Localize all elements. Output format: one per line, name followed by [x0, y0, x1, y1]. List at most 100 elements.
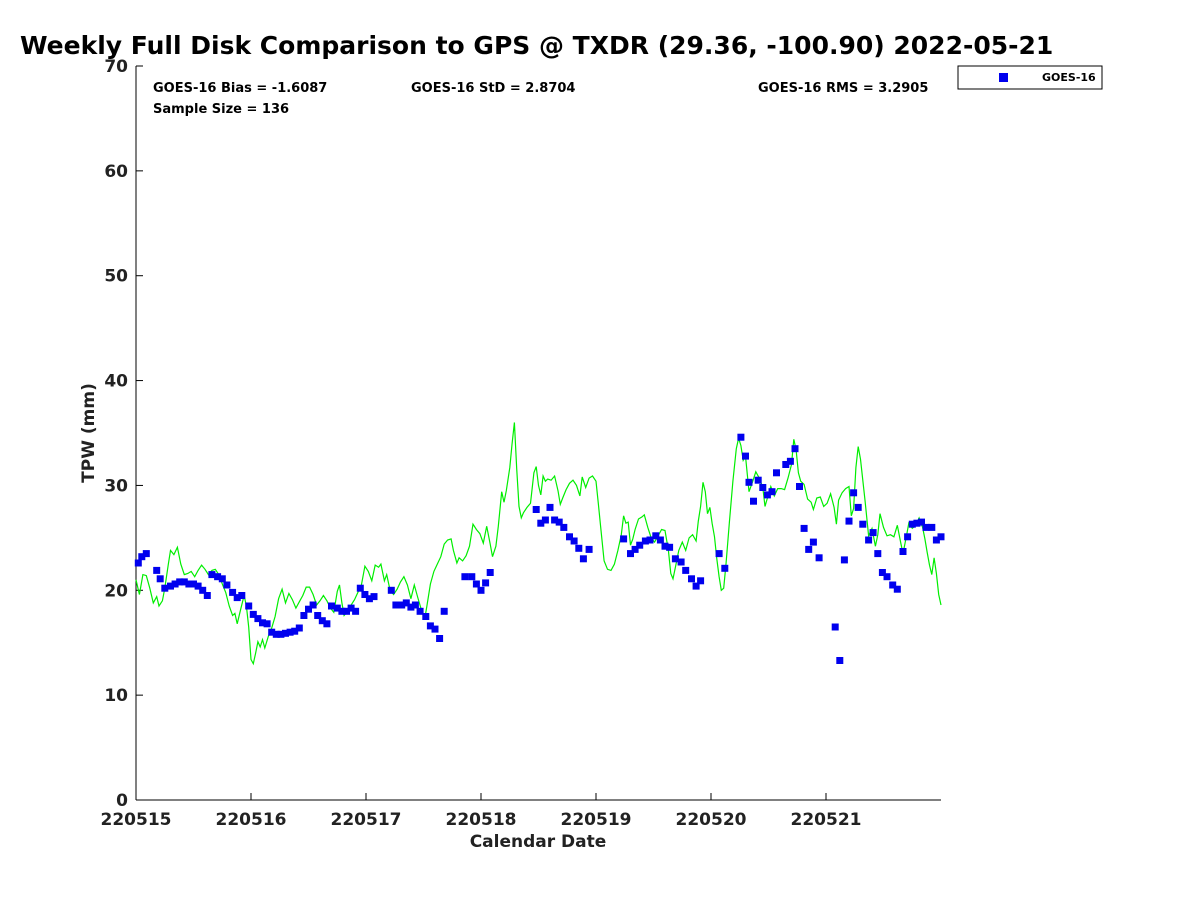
goes16-data-point	[579, 555, 587, 563]
goes16-data-point	[627, 550, 634, 558]
goes16-data-point	[688, 575, 695, 583]
goes16-data-point	[636, 541, 644, 549]
goes16-data-point	[908, 520, 916, 528]
goes16-data-point	[715, 550, 723, 558]
x-axis-label: Calendar Date	[470, 832, 607, 852]
goes16-data-point	[656, 536, 664, 544]
goes16-data-point	[161, 584, 169, 592]
rms-annotation: GOES-16 RMS = 3.2905	[758, 81, 928, 96]
goes16-data-point	[214, 573, 222, 581]
goes16-data-point	[229, 588, 237, 596]
goes16-data-point	[365, 595, 373, 603]
goes16-data-point	[641, 537, 649, 545]
chart-title: Weekly Full Disk Comparison to GPS @ TXD…	[20, 31, 1053, 60]
goes16-data-point	[786, 457, 794, 465]
goes16-data-point	[328, 602, 335, 610]
goes16-data-point	[134, 559, 142, 567]
goes16-data-point	[791, 445, 799, 453]
legend: GOES-16	[957, 65, 1103, 90]
goes16-data-point	[223, 581, 231, 589]
goes16-data-point	[426, 622, 434, 630]
goes16-data-point	[411, 601, 419, 609]
goes16-data-point	[836, 657, 844, 664]
goes16-data-point	[566, 533, 573, 541]
goes16-data-point	[431, 625, 439, 633]
sample-size-annotation: Sample Size = 136	[153, 102, 289, 117]
goes16-data-point	[893, 585, 901, 593]
goes16-data-point	[840, 556, 848, 564]
legend-label: GOES-16	[1042, 71, 1096, 84]
y-tick-label: 10	[104, 686, 128, 706]
goes16-data-point	[254, 615, 262, 623]
goes16-data-point	[721, 564, 729, 572]
goes16-data-point	[560, 523, 568, 531]
goes16-data-point	[185, 580, 193, 588]
goes16-data-point	[436, 635, 444, 642]
goes16-data-point	[854, 503, 862, 511]
goes16-data-point	[300, 612, 308, 619]
goes16-data-point	[692, 582, 700, 590]
goes16-data-point	[295, 624, 303, 632]
goes16-data-point	[620, 535, 628, 543]
goes16-data-point	[742, 452, 749, 460]
std-annotation: GOES-16 StD = 2.8704	[411, 81, 575, 96]
goes16-data-point	[865, 536, 873, 544]
goes16-data-point	[422, 613, 430, 620]
goes16-data-point	[815, 554, 823, 562]
goes16-data-point	[392, 601, 400, 609]
goes16-data-point	[850, 489, 858, 497]
x-tick-label: 220521	[791, 810, 862, 830]
goes16-data-point	[646, 536, 654, 544]
goes16-data-point	[532, 506, 540, 513]
goes16-data-point	[551, 516, 559, 524]
goes16-data-point	[482, 579, 490, 587]
x-tick-label: 220518	[446, 810, 517, 830]
y-tick-label: 70	[104, 57, 128, 77]
goes16-data-point	[309, 601, 317, 609]
goes16-data-point	[171, 580, 179, 588]
goes16-data-point	[218, 575, 226, 583]
goes16-data-point	[759, 484, 767, 491]
goes16-data-point	[347, 604, 355, 612]
goes16-data-point	[208, 571, 216, 579]
goes16-data-point	[407, 603, 415, 611]
goes16-data-point	[754, 476, 762, 484]
goes16-data-point	[268, 628, 276, 636]
goes16-data-point	[461, 573, 469, 581]
goes16-data-point	[153, 566, 161, 574]
goes16-data-point	[773, 469, 780, 477]
goes16-data-point	[199, 586, 207, 594]
goes16-data-point	[845, 517, 853, 525]
goes16-data-point	[203, 592, 211, 599]
goes16-data-point	[477, 586, 485, 594]
goes16-data-point	[889, 581, 897, 589]
y-axis-label: TPW (mm)	[79, 383, 99, 483]
goes16-data-point	[800, 524, 808, 532]
goes16-data-point	[763, 491, 771, 499]
y-tick-label: 40	[104, 372, 128, 392]
goes16-data-point	[555, 518, 563, 526]
goes16-data-point	[697, 577, 705, 585]
goes16-data-point	[282, 629, 289, 637]
goes16-data-point	[277, 630, 285, 638]
goes16-data-point	[918, 518, 925, 526]
x-tick-label: 220520	[676, 810, 747, 830]
x-tick-label: 220517	[331, 810, 402, 830]
goes16-data-point	[666, 543, 674, 551]
goes16-data-point	[661, 542, 669, 550]
goes16-data-point	[796, 483, 803, 490]
goes16-data-point	[440, 607, 448, 615]
y-tick-label: 20	[104, 581, 128, 601]
goes16-data-point	[928, 523, 936, 531]
goes16-data-point	[904, 533, 912, 541]
goes16-data-point	[398, 601, 406, 609]
goes16-data-point	[263, 620, 271, 628]
goes16-data-point	[883, 573, 891, 581]
goes16-data-point	[323, 620, 331, 628]
goes16-data-point	[913, 519, 921, 527]
goes16-data-point	[874, 550, 882, 558]
goes16-data-point	[922, 523, 930, 531]
goes16-data-point	[486, 569, 494, 576]
